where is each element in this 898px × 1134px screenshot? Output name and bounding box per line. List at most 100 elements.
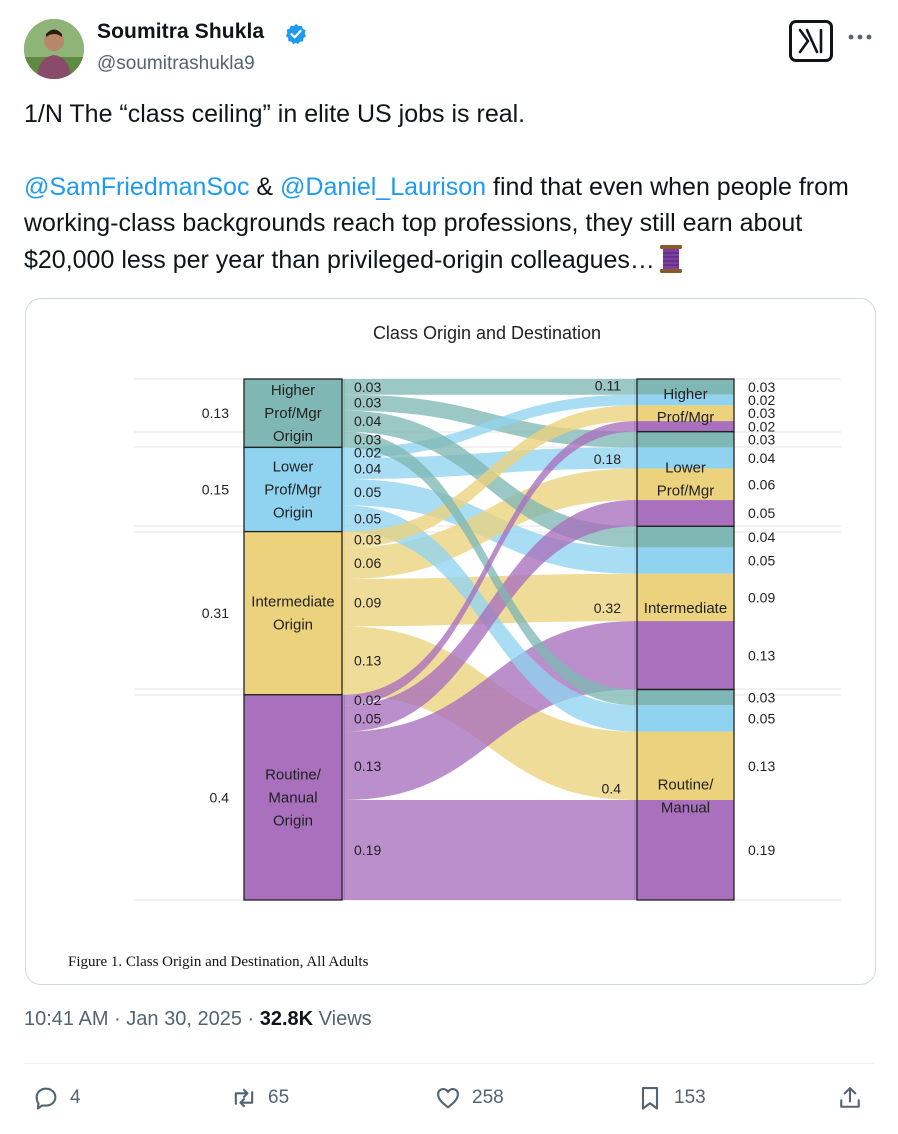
share-icon [840,1087,860,1108]
flow-lead-right [634,731,637,801]
reply-icon [35,1087,57,1110]
destination-segment [637,379,734,395]
flow-lead-left [342,626,345,695]
destination-segment [637,431,734,448]
tweet-meta: 10:41 AM · Jan 30, 2025 · 32.8K Views [24,1008,372,1031]
flow-lead-left [342,431,345,448]
tweet-paragraph: @SamFriedmanSoc & @Daniel_Laurison find … [24,169,884,279]
like-count: 258 [472,1087,504,1108]
display-name[interactable]: Soumitra Shukla [97,20,265,43]
flow-lead-right [634,468,637,501]
flow-lead-left [342,478,345,506]
divider [24,1063,874,1064]
meta-separator: · [108,1008,127,1030]
x-logo-icon[interactable] [789,20,833,62]
tweet-media-card[interactable]: Class Origin and Destination Higher Prof/… [25,298,876,985]
tweet-line-1: 1/N The “class ceiling” in elite US jobs… [24,100,526,128]
thread-spool-emoji [659,244,683,274]
flow-origin-value-label: 0.13 [354,758,381,774]
origin-label: Origin [273,617,313,634]
flow-dest-value-label: 0.04 [748,529,775,545]
destination-label: Intermediate [644,600,727,617]
destination-share-label: 0.11 [595,377,621,393]
tweet-text: 1/N The “class ceiling” in elite US jobs… [24,96,884,278]
destination-label: Lower [665,459,706,476]
flow-origin-value-label: 0.03 [354,532,381,548]
more-options-icon[interactable] [846,22,874,52]
views-label: Views [313,1008,372,1030]
flow-lead-right [634,394,637,406]
destination-share-label: 0.18 [594,451,621,467]
flow-lead-left [342,731,345,801]
flow-band [344,573,635,627]
flow-dest-value-label: 0.03 [748,379,775,395]
sankey-chart: Class Origin and Destination Higher Prof/… [68,323,841,970]
flow-dest-value-label: 0.03 [748,689,775,705]
flow-origin-value-label: 0.05 [354,484,381,500]
flow-origin-value-label: 0.02 [354,445,381,461]
mention-link-daniel-laurison[interactable]: @Daniel_Laurison [280,172,487,201]
destination-segment [637,547,734,574]
destination-segment [637,468,734,501]
flow-origin-value-label: 0.19 [354,842,381,858]
chart-title: Class Origin and Destination [373,323,601,343]
destination-segment [637,421,734,432]
like-button[interactable]: 258 [434,1080,504,1116]
tweet-body: find that even when people from working-… [24,172,849,274]
flow-dest-value-label: 0.04 [748,450,775,466]
flow-lead-left [342,394,345,411]
destination-segment [637,705,734,732]
destination-label: Prof/Mgr [657,482,715,499]
flow-dest-value-label: 0.03 [748,432,775,448]
flow-origin-value-label: 0.09 [354,595,381,611]
flow-band [344,431,635,706]
chart-caption: Figure 1. Class Origin and Destination, … [68,954,369,970]
destination-label: Manual [661,799,710,816]
origin-label: Prof/Mgr [264,405,322,422]
origin-share-label: 0.15 [202,482,229,498]
user-handle[interactable]: @soumitrashukla9 [97,53,255,74]
flow-lead-right [634,526,637,548]
origin-label: Origin [273,505,313,522]
origin-label: Lower [273,459,314,476]
tweet-time[interactable]: 10:41 AM [24,1008,109,1030]
tweet-amp: & [249,172,281,201]
flow-origin-value-label: 0.02 [354,692,381,708]
tweet-date[interactable]: Jan 30, 2025 [126,1008,242,1030]
flow-lead-left [342,379,345,395]
flow-lead-right [634,547,637,574]
flow-lead-left [342,694,345,706]
origin-share-label: 0.4 [210,789,230,805]
destination-share-label: 0.32 [594,600,621,616]
destination-label: Higher [663,386,707,403]
flow-origin-value-label: 0.03 [354,379,381,395]
avatar[interactable] [24,19,84,79]
flow-dest-value-label: 0.13 [748,647,775,663]
views-count: 32.8K [259,1008,314,1030]
flow-lead-left [342,410,345,432]
flow-dest-value-label: 0.05 [748,553,775,569]
repost-count: 65 [268,1087,290,1108]
flow-lead-left [342,547,345,579]
verified-badge-icon [285,23,307,45]
flow-lead-right [634,705,637,732]
share-button[interactable] [836,1080,864,1116]
bookmark-button[interactable]: 153 [636,1080,706,1116]
origin-bar [243,378,343,449]
flow-dest-value-label: 0.02 [748,418,775,434]
reply-count: 4 [70,1087,81,1108]
bookmark-count: 153 [674,1087,706,1108]
flow-origin-value-label: 0.04 [354,460,381,476]
origin-label: Origin [273,812,313,829]
destination-bar [636,688,735,901]
flow-band [344,500,635,732]
flow-dest-value-label: 0.19 [748,842,775,858]
flow-origin-value-label: 0.03 [354,432,381,448]
flow-dest-value-label: 0.05 [748,710,775,726]
origin-bar [243,530,343,696]
mention-link-samfriedmansoc[interactable]: @SamFriedmanSoc [24,172,250,201]
destination-segment [637,526,734,548]
destination-segment [637,447,734,469]
reply-button[interactable]: 4 [32,1080,81,1116]
repost-button[interactable]: 65 [230,1080,289,1116]
